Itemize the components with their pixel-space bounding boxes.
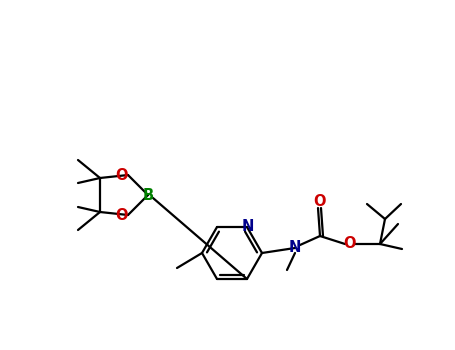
Text: O: O xyxy=(116,208,128,223)
Text: N: N xyxy=(289,240,301,256)
Text: O: O xyxy=(313,194,325,209)
Text: N: N xyxy=(242,218,254,233)
Text: O: O xyxy=(344,237,356,252)
Text: O: O xyxy=(116,168,128,182)
Text: B: B xyxy=(142,188,154,203)
